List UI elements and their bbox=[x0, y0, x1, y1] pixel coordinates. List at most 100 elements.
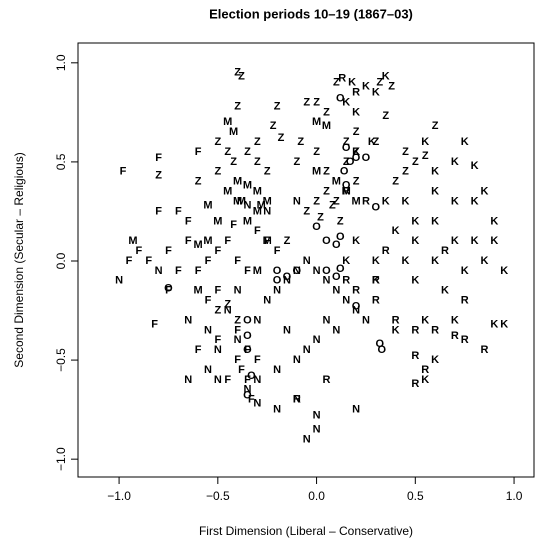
data-point: N bbox=[332, 285, 340, 297]
data-point: K bbox=[451, 235, 459, 247]
data-point: K bbox=[392, 225, 400, 237]
data-point: Z bbox=[238, 71, 245, 83]
y-tick-label: 1.0 bbox=[54, 54, 68, 71]
data-point: F bbox=[234, 255, 241, 267]
data-point: M bbox=[193, 239, 202, 251]
data-point: K bbox=[471, 235, 479, 247]
data-point: R bbox=[411, 350, 419, 362]
data-point: K bbox=[500, 265, 508, 277]
data-point: F bbox=[230, 219, 237, 231]
data-point: K bbox=[480, 186, 488, 198]
data-point: O bbox=[283, 271, 292, 283]
data-point: N bbox=[263, 205, 271, 217]
data-point: K bbox=[461, 265, 469, 277]
data-point: N bbox=[243, 199, 251, 211]
data-point: N bbox=[352, 304, 360, 316]
data-point: M bbox=[253, 265, 262, 277]
data-point: R bbox=[392, 314, 400, 326]
data-point: O bbox=[377, 344, 386, 356]
data-point: Z bbox=[323, 166, 330, 178]
data-point: N bbox=[303, 255, 311, 267]
data-point: N bbox=[293, 265, 301, 277]
data-point: K bbox=[490, 235, 498, 247]
data-point: K bbox=[352, 146, 360, 158]
data-point: K bbox=[382, 71, 390, 83]
data-point: K bbox=[401, 255, 409, 267]
data-point: Z bbox=[195, 176, 202, 188]
data-point: F bbox=[254, 225, 261, 237]
data-point: N bbox=[115, 275, 123, 287]
data-point: Z bbox=[234, 67, 241, 79]
data-point: O bbox=[332, 271, 341, 283]
data-point: N bbox=[184, 314, 192, 326]
data-point: Z bbox=[313, 195, 320, 207]
data-point: F bbox=[214, 334, 221, 346]
data-point: O bbox=[346, 156, 355, 168]
data-point: K bbox=[490, 318, 498, 330]
data-point: M bbox=[193, 285, 202, 297]
data-point: O bbox=[164, 283, 173, 295]
data-point: F bbox=[145, 255, 152, 267]
data-point: Z bbox=[329, 199, 336, 211]
data-point: F bbox=[254, 354, 261, 366]
data-point: Z bbox=[214, 304, 221, 316]
data-point: K bbox=[401, 195, 409, 207]
data-point: O bbox=[243, 344, 252, 356]
data-point: F bbox=[224, 374, 231, 386]
data-point: F bbox=[135, 245, 142, 257]
data-point: O bbox=[340, 166, 349, 178]
data-point: M bbox=[237, 195, 246, 207]
data-point: N bbox=[155, 265, 163, 277]
data-point: R bbox=[451, 330, 459, 342]
data-point: F bbox=[165, 245, 172, 257]
data-point: Z bbox=[214, 136, 221, 148]
data-point: N bbox=[204, 324, 212, 336]
data-point: R bbox=[461, 334, 469, 346]
data-point: O bbox=[243, 314, 252, 326]
data-point: N bbox=[204, 364, 212, 376]
data-point: K bbox=[372, 275, 380, 287]
data-point: N bbox=[322, 314, 330, 326]
data-point: N bbox=[283, 324, 291, 336]
data-point: F bbox=[244, 374, 251, 386]
data-point: R bbox=[411, 378, 419, 390]
y-tick-label: 0.0 bbox=[54, 252, 68, 269]
data-point: N bbox=[214, 374, 222, 386]
data-point: Z bbox=[224, 298, 231, 310]
data-point: Z bbox=[303, 96, 310, 108]
data-point: O bbox=[273, 275, 282, 287]
data-point: Z bbox=[254, 156, 261, 168]
data-point: R bbox=[382, 245, 390, 257]
data-point: Z bbox=[333, 77, 340, 89]
data-point: K bbox=[471, 160, 479, 172]
data-point: Z bbox=[264, 166, 271, 178]
data-point: Z bbox=[402, 166, 409, 178]
data-point: Z bbox=[422, 150, 429, 162]
data-point: Z bbox=[343, 136, 350, 148]
y-axis-label: Second Dimension (Secular – Religious) bbox=[12, 152, 26, 367]
data-point: O bbox=[336, 231, 345, 243]
data-point: O bbox=[243, 390, 252, 402]
data-point: N bbox=[313, 409, 321, 421]
data-point: F bbox=[234, 324, 241, 336]
data-point: R bbox=[411, 324, 419, 336]
data-point: F bbox=[224, 235, 231, 247]
data-point: R bbox=[293, 394, 301, 406]
data-point: O bbox=[312, 221, 321, 233]
data-point: Z bbox=[214, 166, 221, 178]
data-point: O bbox=[375, 338, 384, 350]
data-point: M bbox=[263, 235, 272, 247]
data-point: M bbox=[128, 235, 137, 247]
data-point: M bbox=[203, 199, 212, 211]
data-point: K bbox=[352, 106, 360, 118]
data-point: N bbox=[224, 304, 232, 316]
data-point: Z bbox=[224, 146, 231, 158]
data-point: Z bbox=[372, 136, 379, 148]
data-point: N bbox=[214, 344, 222, 356]
data-point: Z bbox=[293, 156, 300, 168]
data-point: Z bbox=[234, 100, 241, 112]
data-point: F bbox=[195, 146, 202, 158]
data-point: K bbox=[421, 314, 429, 326]
data-point: O bbox=[247, 370, 256, 382]
data-point: M bbox=[342, 186, 351, 198]
